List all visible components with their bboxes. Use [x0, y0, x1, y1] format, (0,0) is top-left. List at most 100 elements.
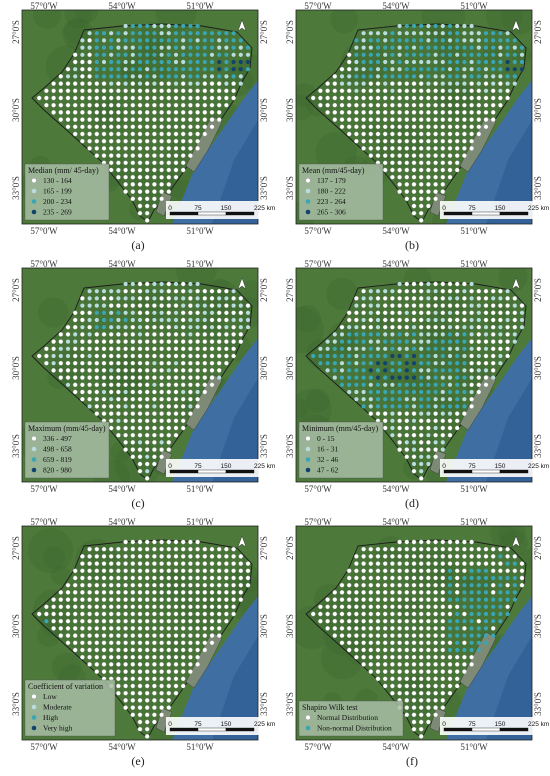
grid-point	[354, 654, 359, 660]
grid-point	[347, 332, 352, 337]
grid-point	[188, 568, 193, 574]
grid-point	[490, 561, 496, 566]
grid-point	[462, 375, 467, 380]
grid-point	[166, 160, 172, 166]
grid-point	[180, 669, 186, 674]
grid-point	[390, 339, 395, 344]
grid-point	[433, 52, 438, 57]
grid-point	[173, 425, 179, 431]
grid-point	[101, 332, 107, 337]
grid-point	[123, 38, 128, 43]
grid-point	[519, 325, 525, 330]
grid-point	[130, 74, 135, 79]
grid-point	[426, 102, 431, 108]
grid-point	[440, 568, 446, 574]
grid-point	[483, 360, 489, 366]
grid-point	[123, 654, 128, 660]
grid-point	[216, 324, 222, 330]
grid-point	[224, 597, 229, 602]
legend-title: Maximum (mm/45-day)	[28, 424, 106, 433]
grid-point	[180, 654, 186, 660]
grid-point	[433, 633, 438, 638]
grid-point	[397, 303, 402, 308]
grid-point	[152, 389, 157, 395]
grid-point	[130, 561, 136, 566]
grid-point	[426, 389, 431, 395]
grid-point	[145, 45, 150, 50]
grid-point	[152, 361, 157, 366]
grid-point	[101, 382, 107, 388]
grid-point	[339, 353, 345, 359]
coord-left-label: 30°0'S	[285, 614, 295, 638]
grid-point	[137, 45, 143, 50]
grid-point	[483, 317, 489, 323]
grid-point	[188, 411, 193, 416]
lagoon-mirim	[155, 449, 173, 475]
grid-point	[180, 396, 186, 402]
grid-point	[224, 67, 229, 72]
grid-point	[462, 102, 467, 108]
coord-bottom-label: 51°0'W	[460, 226, 488, 236]
grid-point	[411, 604, 417, 610]
grid-point	[368, 633, 374, 638]
grid-point	[375, 353, 381, 359]
grid-point	[130, 23, 135, 29]
grid-point	[87, 289, 92, 294]
grid-point	[397, 124, 402, 130]
grid-point	[195, 640, 200, 646]
grid-point	[368, 146, 374, 151]
grid-point	[173, 117, 179, 122]
grid-point	[58, 339, 64, 344]
grid-point	[159, 590, 164, 595]
grid-point	[447, 662, 453, 667]
grid-point	[202, 59, 207, 65]
grid-point	[144, 203, 150, 209]
grid-point	[130, 662, 136, 667]
grid-point	[361, 662, 366, 667]
grid-point	[109, 325, 114, 330]
grid-point	[433, 88, 438, 94]
grid-point	[411, 138, 417, 144]
grid-point	[426, 167, 431, 173]
grid-point	[72, 131, 78, 137]
grid-point	[109, 38, 114, 43]
grid-point	[397, 160, 402, 166]
grid-point	[130, 102, 136, 108]
grid-point	[361, 554, 366, 559]
grid-point	[188, 662, 193, 667]
grid-point	[382, 131, 388, 137]
legend-item-label: 137 - 179	[317, 176, 346, 185]
grid-point	[382, 597, 388, 602]
grid-point	[419, 74, 424, 79]
grid-point	[404, 310, 409, 315]
grid-point	[433, 102, 438, 108]
grid-point	[462, 404, 467, 409]
grid-point	[94, 353, 100, 359]
grid-point	[397, 554, 402, 559]
grid-point	[361, 346, 366, 351]
grid-point	[101, 604, 107, 610]
grid-point	[447, 546, 453, 552]
grid-point	[87, 88, 92, 94]
grid-point	[390, 418, 395, 423]
grid-point	[411, 210, 417, 216]
grid-point	[137, 325, 143, 330]
grid-point	[173, 288, 179, 294]
grid-point	[411, 654, 417, 660]
grid-point	[454, 411, 460, 416]
grid-point	[404, 539, 410, 545]
grid-point	[137, 654, 143, 660]
grid-point	[116, 561, 121, 566]
grid-point	[195, 647, 200, 653]
grid-point	[108, 353, 114, 359]
grid-point	[144, 411, 150, 416]
grid-point	[404, 554, 410, 559]
grid-point	[123, 124, 128, 130]
grid-point	[512, 583, 517, 588]
grid-point	[180, 138, 186, 144]
grid-point	[455, 397, 460, 402]
grid-point	[397, 418, 402, 424]
grid-point	[411, 102, 417, 108]
grid-point	[418, 654, 424, 660]
grid-point	[245, 45, 251, 50]
